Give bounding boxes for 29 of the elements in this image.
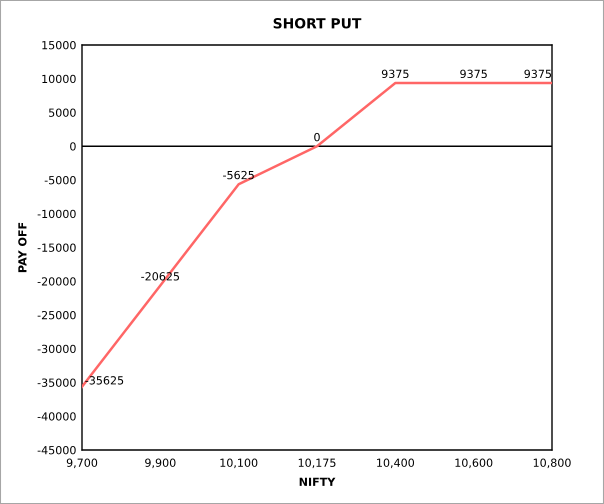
x-tick-label: 9,700 [66, 458, 98, 468]
x-tick-label: 10,175 [298, 458, 336, 468]
x-tick-label: 10,400 [377, 458, 414, 468]
y-tick-label: 15000 [42, 40, 76, 50]
y-tick-label: -25000 [38, 310, 76, 320]
x-tick-label: 9,900 [145, 458, 176, 468]
chart-title: SHORT PUT [274, 18, 362, 29]
y-tick-label: -30000 [38, 344, 76, 354]
y-tick-label: -45000 [38, 446, 76, 454]
x-tick-label: 10,800 [534, 458, 571, 468]
line-series [82, 82, 552, 388]
data-label: -5625 [223, 170, 254, 180]
y-axis-title: PAY OFF [18, 222, 27, 272]
y-tick-label: 10000 [42, 74, 76, 84]
data-label: 9375 [524, 70, 552, 78]
y-tick-label: -5000 [44, 176, 76, 184]
y-tick-label: 5000 [49, 108, 76, 117]
x-tick-label: 10,600 [455, 458, 492, 468]
y-tick-label: -20000 [38, 277, 76, 286]
data-label: 9375 [460, 70, 487, 78]
data-label: 0 [314, 132, 320, 142]
data-label: 9375 [382, 70, 408, 78]
y-tick-label: -15000 [38, 243, 76, 252]
y-tick-label: -10000 [38, 210, 76, 218]
x-axis-title: NIFTY [300, 478, 336, 486]
y-tick-label: -35000 [38, 378, 76, 387]
x-tick-label: 10,100 [220, 458, 258, 468]
y-tick-label: 0 [70, 142, 76, 151]
y-tick-label: -40000 [38, 412, 76, 421]
